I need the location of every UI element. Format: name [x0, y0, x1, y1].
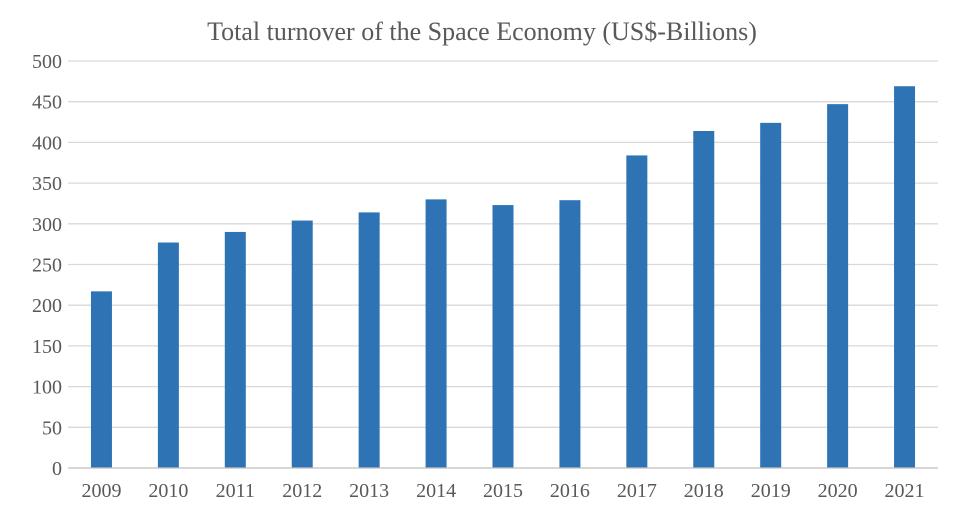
x-tick-label: 2019 — [751, 480, 791, 502]
bar-2009 — [90, 291, 112, 468]
y-axis-ticks: 0 50 100 150 200 250 300 350 400 450 500 — [32, 51, 62, 480]
x-tick-label: 2010 — [148, 480, 188, 502]
bar-2010 — [157, 242, 179, 468]
x-tick-label: 2015 — [483, 480, 523, 502]
x-tick-label: 2012 — [282, 480, 322, 502]
bar-2012 — [291, 220, 313, 468]
bar-2017 — [626, 155, 648, 468]
y-tick-label: 100 — [32, 377, 62, 399]
x-tick-label: 2009 — [81, 480, 121, 502]
y-tick-label: 50 — [42, 417, 62, 439]
y-tick-label: 450 — [32, 92, 62, 114]
y-tick-label: 200 — [32, 295, 62, 317]
y-tick-label: 300 — [32, 214, 62, 236]
bar-2011 — [224, 231, 246, 468]
y-tick-label: 250 — [32, 255, 62, 277]
x-tick-label: 2020 — [818, 480, 858, 502]
bar-2021 — [894, 86, 916, 468]
x-tick-label: 2013 — [349, 480, 389, 502]
bar-2015 — [492, 205, 514, 468]
x-tick-label: 2018 — [684, 480, 724, 502]
x-tick-label: 2011 — [216, 480, 255, 502]
x-tick-label: 2014 — [416, 480, 456, 502]
y-tick-label: 400 — [32, 132, 62, 154]
y-tick-label: 500 — [32, 51, 62, 73]
bar-2020 — [827, 104, 849, 468]
x-tick-label: 2016 — [550, 480, 590, 502]
y-tick-label: 0 — [52, 458, 62, 480]
y-tick-label: 350 — [32, 173, 62, 195]
x-axis-ticks: 2009 2010 2011 2012 2013 2014 2015 2016 2017 2018… — [81, 480, 924, 502]
bar-2016 — [559, 200, 581, 468]
bar-2018 — [693, 131, 715, 468]
bars — [90, 86, 916, 468]
chart-title: Total turnover of the Space Economy (US$… — [207, 17, 757, 46]
x-tick-label: 2021 — [885, 480, 925, 502]
bar-2014 — [425, 199, 447, 468]
bar-2019 — [760, 122, 782, 468]
bar-2013 — [358, 212, 380, 468]
y-tick-label: 150 — [32, 336, 62, 358]
x-tick-label: 2017 — [617, 480, 657, 502]
